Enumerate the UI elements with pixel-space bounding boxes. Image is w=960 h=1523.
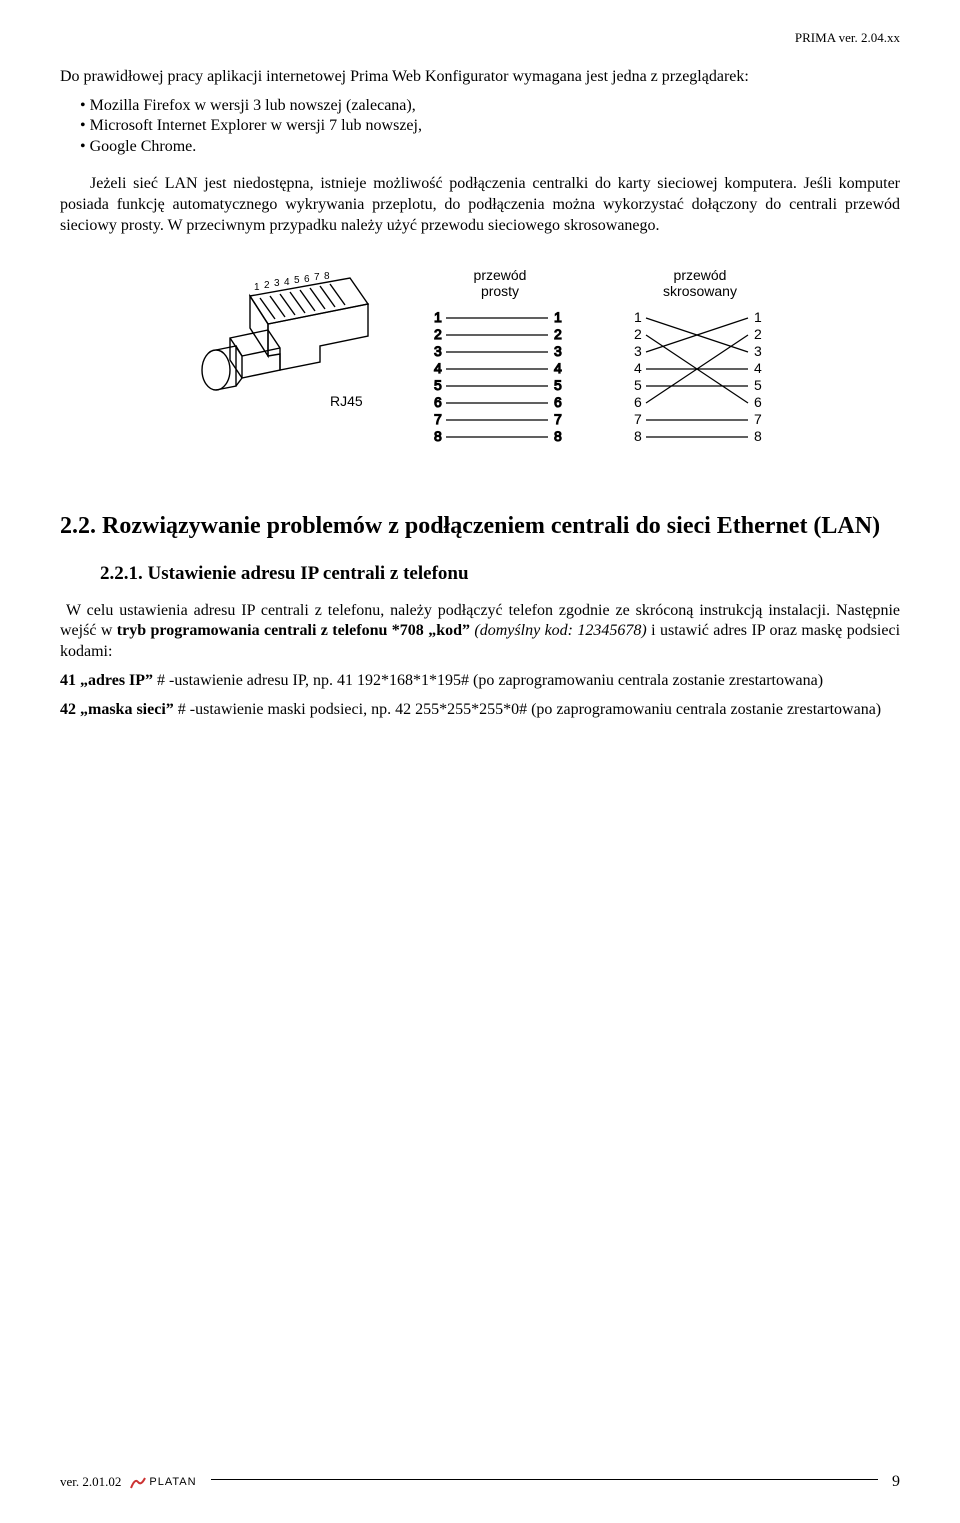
wire-row: 22 — [434, 326, 562, 342]
footer-version: ver. 2.01.02 — [60, 1474, 121, 1491]
paragraph-ip-instructions: W celu ustawienia adresu IP centrali z t… — [60, 601, 900, 663]
rj45-connector-figure: 1 2 3 4 5 6 7 8 RJ45 — [180, 266, 380, 460]
wire-row: 11 — [434, 309, 562, 325]
list-item: Mozilla Firefox w wersji 3 lub nowszej (… — [80, 96, 900, 117]
svg-text:2: 2 — [634, 326, 642, 342]
svg-text:7: 7 — [314, 272, 320, 283]
svg-text:4: 4 — [634, 360, 642, 376]
svg-text:8: 8 — [634, 428, 642, 444]
svg-text:przewód: przewód — [474, 267, 527, 283]
heading-number: 2.2.1. — [100, 563, 143, 584]
text-bold: tryb programowania centrali z telefonu *… — [117, 622, 470, 639]
svg-text:7: 7 — [554, 411, 562, 427]
text-bold: 42 „maska sieci” — [60, 701, 174, 718]
svg-text:przewód: przewód — [674, 267, 727, 283]
svg-text:8: 8 — [754, 428, 762, 444]
footer-brand: PLATAN — [149, 1475, 196, 1489]
paragraph-code-42: 42 „maska sieci” # -ustawienie maski pod… — [60, 700, 900, 721]
crossover-cable-figure: przewód skrosowany 11 22 33 44 55 66 77 … — [620, 266, 780, 460]
logo-mark-icon — [129, 1476, 147, 1490]
svg-text:8: 8 — [434, 428, 442, 444]
wire-row: 66 — [434, 394, 562, 410]
svg-text:3: 3 — [434, 343, 442, 359]
svg-text:4: 4 — [284, 277, 290, 288]
svg-text:6: 6 — [554, 394, 562, 410]
heading-2-2-1: 2.2.1. Ustawienie adresu IP centrali z t… — [100, 562, 900, 587]
wire-row: 33 — [434, 343, 562, 359]
paragraph-lan: Jeżeli sieć LAN jest niedostępna, istnie… — [60, 174, 900, 236]
paragraph-code-41: 41 „adres IP” # -ustawienie adresu IP, n… — [60, 671, 900, 692]
svg-text:1: 1 — [554, 309, 562, 325]
svg-text:4: 4 — [554, 360, 562, 376]
svg-text:3: 3 — [634, 343, 642, 359]
list-item: Microsoft Internet Explorer w wersji 7 l… — [80, 116, 900, 137]
svg-text:7: 7 — [434, 411, 442, 427]
heading-title: Rozwiązywanie problemów z podłączeniem c… — [102, 513, 880, 539]
heading-2-2: 2.2. Rozwiązywanie problemów z podłączen… — [60, 511, 900, 542]
svg-text:5: 5 — [554, 377, 562, 393]
footer-rule — [211, 1479, 878, 1480]
wiring-diagram: 1 2 3 4 5 6 7 8 RJ45 przewód prosty 11 2… — [60, 266, 900, 460]
svg-text:6: 6 — [304, 274, 310, 285]
heading-number: 2.2. — [60, 513, 96, 539]
heading-title: Ustawienie adresu IP centrali z telefonu — [148, 563, 469, 584]
svg-text:skrosowany: skrosowany — [663, 283, 737, 299]
svg-text:2: 2 — [434, 326, 442, 342]
svg-text:3: 3 — [554, 343, 562, 359]
svg-text:1: 1 — [634, 309, 642, 325]
svg-text:3: 3 — [274, 278, 280, 289]
svg-text:8: 8 — [324, 271, 330, 282]
wire-row: 88 — [434, 428, 562, 444]
text-italic: (domyślny kod: 12345678) — [470, 622, 647, 639]
wire-row: 55 — [434, 377, 562, 393]
svg-text:2: 2 — [754, 326, 762, 342]
svg-text:8: 8 — [554, 428, 562, 444]
svg-text:6: 6 — [434, 394, 442, 410]
page-number: 9 — [892, 1472, 900, 1493]
straight-cable-svg: przewód prosty 11 22 33 44 55 66 77 88 — [420, 266, 580, 456]
platan-logo: PLATAN — [129, 1475, 196, 1489]
browser-list: Mozilla Firefox w wersji 3 lub nowszej (… — [60, 96, 900, 158]
rj45-svg: 1 2 3 4 5 6 7 8 RJ45 — [180, 266, 380, 446]
svg-text:5: 5 — [754, 377, 762, 393]
intro-text: Do prawidłowej pracy aplikacji interneto… — [60, 67, 900, 88]
crossover-cable-svg: przewód skrosowany 11 22 33 44 55 66 77 … — [620, 266, 780, 456]
svg-text:3: 3 — [754, 343, 762, 359]
page-header-version: PRIMA ver. 2.04.xx — [60, 30, 900, 47]
wire-row: 44 — [434, 360, 562, 376]
svg-text:6: 6 — [754, 394, 762, 410]
list-item: Google Chrome. — [80, 137, 900, 158]
text-run: # -ustawienie adresu IP, np. 41 192*168*… — [153, 672, 823, 689]
svg-text:1: 1 — [434, 309, 442, 325]
rj45-pin-numbers: 1 2 3 4 5 6 7 8 — [254, 271, 330, 293]
svg-text:4: 4 — [754, 360, 762, 376]
svg-text:prosty: prosty — [481, 283, 519, 299]
svg-text:5: 5 — [634, 377, 642, 393]
wire-row: 77 — [434, 411, 562, 427]
text-run: # -ustawienie maski podsieci, np. 42 255… — [174, 701, 881, 718]
straight-cable-figure: przewód prosty 11 22 33 44 55 66 77 88 — [420, 266, 580, 460]
svg-text:1: 1 — [254, 282, 260, 293]
svg-text:7: 7 — [754, 411, 762, 427]
page-footer: ver. 2.01.02 PLATAN 9 — [60, 1472, 900, 1493]
svg-text:2: 2 — [554, 326, 562, 342]
svg-text:7: 7 — [634, 411, 642, 427]
svg-text:4: 4 — [434, 360, 442, 376]
svg-text:5: 5 — [294, 275, 300, 286]
text-bold: 41 „adres IP” — [60, 672, 153, 689]
svg-text:2: 2 — [264, 280, 270, 291]
svg-text:5: 5 — [434, 377, 442, 393]
rj45-label: RJ45 — [330, 393, 363, 409]
svg-text:6: 6 — [634, 394, 642, 410]
svg-text:1: 1 — [754, 309, 762, 325]
